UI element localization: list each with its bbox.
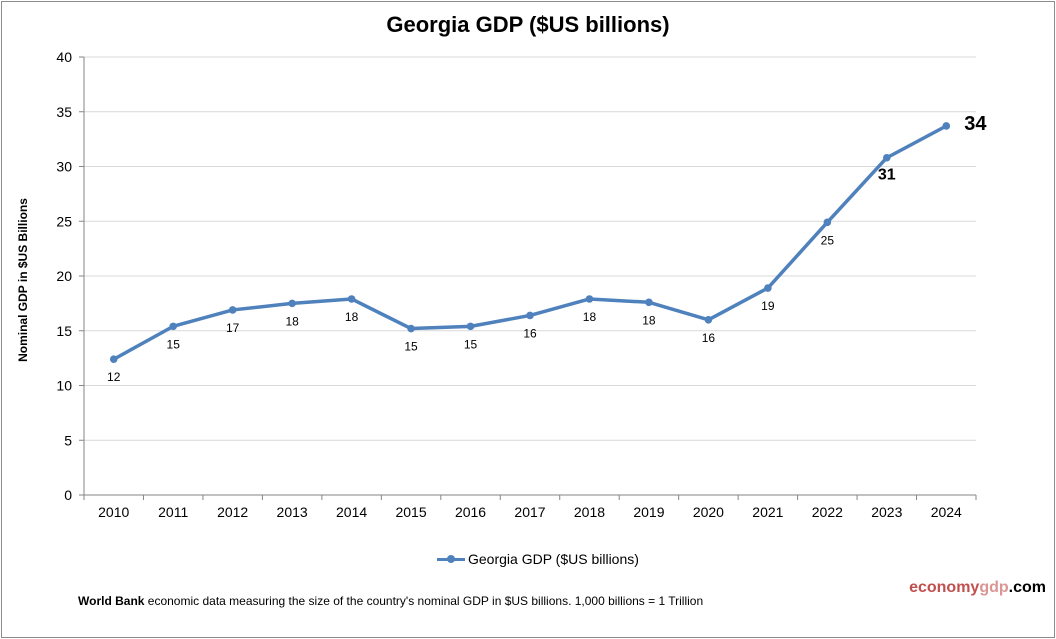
y-tick-label: 35 xyxy=(56,104,72,120)
data-point xyxy=(704,316,713,324)
data-point xyxy=(109,355,118,364)
data-label: 18 xyxy=(285,314,299,328)
y-tick-label: 20 xyxy=(56,268,72,284)
data-label: 16 xyxy=(702,331,716,345)
data-label: 12 xyxy=(107,370,121,384)
y-tick-label: 25 xyxy=(56,213,72,229)
data-label: 15 xyxy=(464,337,478,351)
data-label: 34 xyxy=(964,113,987,135)
footer-note: World Bank economic data measuring the s… xyxy=(78,594,703,608)
x-tick-label: 2015 xyxy=(395,504,426,520)
x-tick-label: 2017 xyxy=(514,504,545,520)
y-tick-label: 5 xyxy=(64,432,72,448)
x-tick-label: 2021 xyxy=(752,504,783,520)
data-point xyxy=(764,284,772,292)
x-tick-label: 2014 xyxy=(336,504,367,520)
y-tick-label: 15 xyxy=(56,323,72,339)
data-point xyxy=(466,322,475,331)
data-point xyxy=(288,299,296,308)
y-tick-label: 40 xyxy=(56,49,72,65)
legend-swatch xyxy=(437,554,465,564)
x-tick-label: 2023 xyxy=(871,504,902,520)
data-label: 17 xyxy=(226,321,240,335)
data-point xyxy=(526,311,534,320)
data-label: 19 xyxy=(761,299,775,313)
legend-label: Georgia GDP ($US billions) xyxy=(468,551,639,567)
data-point xyxy=(347,295,356,303)
data-label: 25 xyxy=(821,233,835,247)
data-point xyxy=(169,322,177,331)
x-tick-label: 2012 xyxy=(217,504,248,520)
x-tick-label: 2020 xyxy=(693,504,724,520)
data-point xyxy=(883,153,891,162)
data-label: 18 xyxy=(345,310,359,324)
data-label: 15 xyxy=(404,340,418,354)
y-tick-label: 0 xyxy=(64,487,72,503)
data-point xyxy=(228,306,237,314)
data-point xyxy=(645,298,653,307)
data-point xyxy=(407,324,415,333)
data-point xyxy=(585,295,594,303)
x-tick-label: 2013 xyxy=(277,504,308,520)
data-label: 15 xyxy=(167,337,181,351)
data-point xyxy=(942,122,951,130)
x-tick-label: 2016 xyxy=(455,504,486,520)
x-tick-label: 2022 xyxy=(812,504,843,520)
chart-title: Georgia GDP ($US billions) xyxy=(386,12,670,37)
y-tick-label: 10 xyxy=(56,378,72,394)
data-label: 16 xyxy=(523,326,537,340)
x-tick-label: 2024 xyxy=(931,504,962,520)
data-point xyxy=(823,218,832,227)
footer-text: economic data measuring the size of the … xyxy=(144,594,704,608)
x-tick-label: 2010 xyxy=(98,504,129,520)
data-label: 18 xyxy=(583,310,597,324)
x-tick-label: 2011 xyxy=(158,504,188,520)
brand-logo: economygdp.com xyxy=(909,579,1046,596)
x-tick-label: 2018 xyxy=(574,504,605,520)
footer-source: World Bank xyxy=(78,594,145,608)
data-label: 31 xyxy=(878,167,896,184)
data-label: 18 xyxy=(642,313,656,327)
legend: Georgia GDP ($US billions) xyxy=(437,551,639,567)
y-tick-label: 30 xyxy=(56,159,72,175)
x-tick-label: 2019 xyxy=(633,504,664,520)
